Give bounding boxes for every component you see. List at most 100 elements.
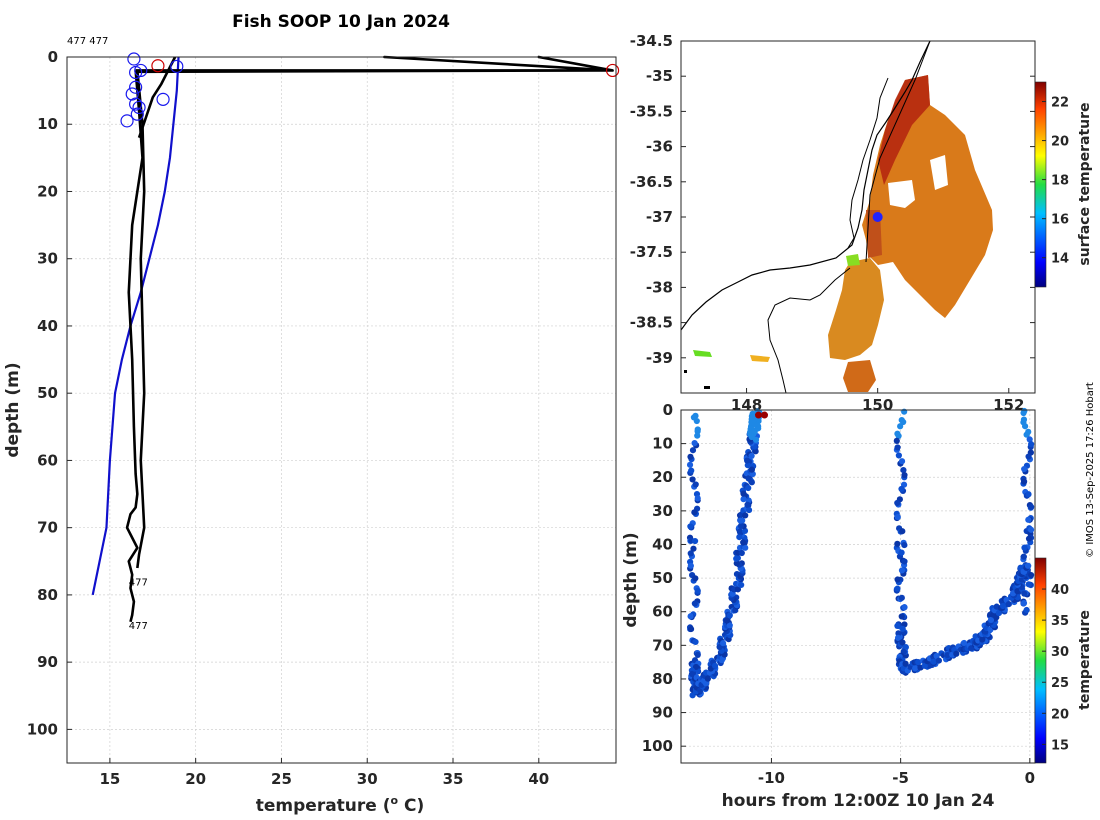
- section-point: [902, 644, 909, 651]
- profile-x-label: temperature (o C): [256, 794, 425, 816]
- section-point: [995, 609, 1002, 617]
- section-point: [737, 522, 745, 529]
- section-point: [740, 496, 747, 503]
- section-point: [733, 555, 741, 562]
- marker-blue: [125, 87, 139, 101]
- colorbar-tick-label: 16: [1051, 213, 1069, 228]
- marker-blue: [134, 63, 148, 78]
- y-tick-label: 90: [652, 704, 673, 722]
- lat-tick-label: -38: [646, 278, 673, 296]
- section-colorbar: [1034, 557, 1047, 764]
- section-point: [736, 533, 743, 541]
- y-tick-label: 80: [652, 670, 673, 688]
- section-point: [1020, 409, 1027, 417]
- section-point: [1020, 416, 1028, 423]
- section-point: [694, 426, 701, 433]
- y-tick-label: 40: [652, 535, 673, 553]
- section-point: [692, 638, 699, 646]
- section-x-label: hours from 12:00Z 10 Jan 24: [722, 791, 995, 811]
- colorbar-tick-label: 20: [1051, 707, 1069, 722]
- series-surface-spike: [135, 55, 614, 74]
- section-point: [691, 509, 698, 516]
- profile-panel: 15 20 25 30 35 40 0 10 20 30 40 50 60 70 80 90 100 Fish …: [3, 12, 620, 816]
- colorbar-tick-label: 40: [1051, 583, 1069, 598]
- section-point: [1027, 526, 1035, 533]
- section-point: [1026, 436, 1033, 443]
- y-tick-label: 0: [663, 401, 673, 419]
- colorbar-tick-label: 15: [1051, 738, 1069, 753]
- y-tick-label: 60: [37, 451, 58, 469]
- profile-data: [91, 52, 620, 623]
- section-point: [899, 625, 906, 632]
- section-point: [1023, 606, 1030, 614]
- section-data: [686, 407, 1035, 699]
- credit-text: © IMOS 13-Sep-2025 17:26 Hobart: [1085, 382, 1096, 558]
- section-point: [687, 550, 694, 557]
- colorbar-tick-label: 22: [1051, 96, 1069, 111]
- section-point: [898, 567, 906, 574]
- coastline-inner: [847, 77, 889, 249]
- section-point: [894, 430, 901, 437]
- section-point: [726, 612, 733, 619]
- section-point: [1021, 423, 1029, 430]
- section-point: [930, 658, 937, 665]
- section-point: [692, 412, 699, 419]
- annotation: 477 477: [67, 36, 108, 47]
- section-point: [738, 581, 745, 589]
- section-point: [745, 506, 753, 514]
- x-tick-label: -5: [892, 769, 909, 787]
- section-ticks: -10 -5 0 0 10 20 30 40 50 60 70 80 90 100: [642, 401, 1035, 787]
- section-point: [901, 541, 908, 549]
- section-point: [694, 587, 701, 594]
- y-tick-label: 100: [642, 737, 673, 755]
- marker-blue: [120, 114, 134, 128]
- section-point: [1028, 571, 1035, 579]
- section-point: [901, 558, 908, 565]
- section-point: [744, 457, 751, 464]
- section-point: [687, 625, 695, 633]
- section-point: [745, 484, 752, 492]
- annotation: 477: [129, 621, 148, 632]
- lat-tick-label: -37: [646, 208, 673, 226]
- section-point: [694, 432, 701, 439]
- section-point: [1021, 478, 1028, 485]
- section-point: [687, 562, 694, 569]
- section-point: [692, 575, 699, 582]
- section-point: [902, 660, 909, 667]
- section-point: [686, 461, 694, 468]
- colorbar-tick-label: 20: [1051, 135, 1069, 150]
- section-point: [1020, 553, 1027, 560]
- section-point: [1025, 581, 1032, 588]
- sst-warm-strip: [866, 210, 882, 258]
- map-ticks: -34.5 -35 -35.5 -36 -36.5 -37 -37.5 -38 -38.5 -39…: [630, 32, 1035, 414]
- colorbar-tick-label: 35: [1051, 614, 1069, 629]
- section-point: [935, 657, 942, 664]
- map-panel: -34.5 -35 -35.5 -36 -36.5 -37 -37.5 -38 -38.5 -39…: [630, 32, 1093, 414]
- section-point: [912, 665, 919, 672]
- sst-swath-south-2: [843, 360, 876, 392]
- sst-cool-patch: [846, 254, 860, 266]
- section-point: [894, 444, 901, 451]
- section-point-hot: [755, 411, 763, 419]
- y-tick-label: 60: [652, 603, 673, 621]
- section-point: [691, 537, 699, 545]
- section-point: [738, 549, 745, 557]
- section-colorbar-ticks: 15 20 25 30 35 40: [1042, 583, 1069, 753]
- y-tick-label: 0: [48, 48, 58, 66]
- x-tick-label: 0: [1025, 769, 1035, 787]
- y-tick-label: 20: [37, 182, 58, 200]
- sst-warm-core: [878, 75, 930, 185]
- section-point: [898, 416, 905, 424]
- x-tick-label: 40: [528, 770, 549, 788]
- section-point: [1028, 503, 1035, 511]
- section-point: [1020, 599, 1028, 607]
- section-point: [1025, 516, 1032, 523]
- section-point: [895, 630, 902, 637]
- section-point: [745, 475, 752, 482]
- y-tick-label: 90: [37, 653, 58, 671]
- marker-red: [151, 59, 165, 73]
- section-point: [692, 663, 700, 671]
- section-point-hot: [761, 411, 769, 419]
- y-tick-label: 10: [652, 435, 673, 453]
- section-point: [692, 481, 699, 488]
